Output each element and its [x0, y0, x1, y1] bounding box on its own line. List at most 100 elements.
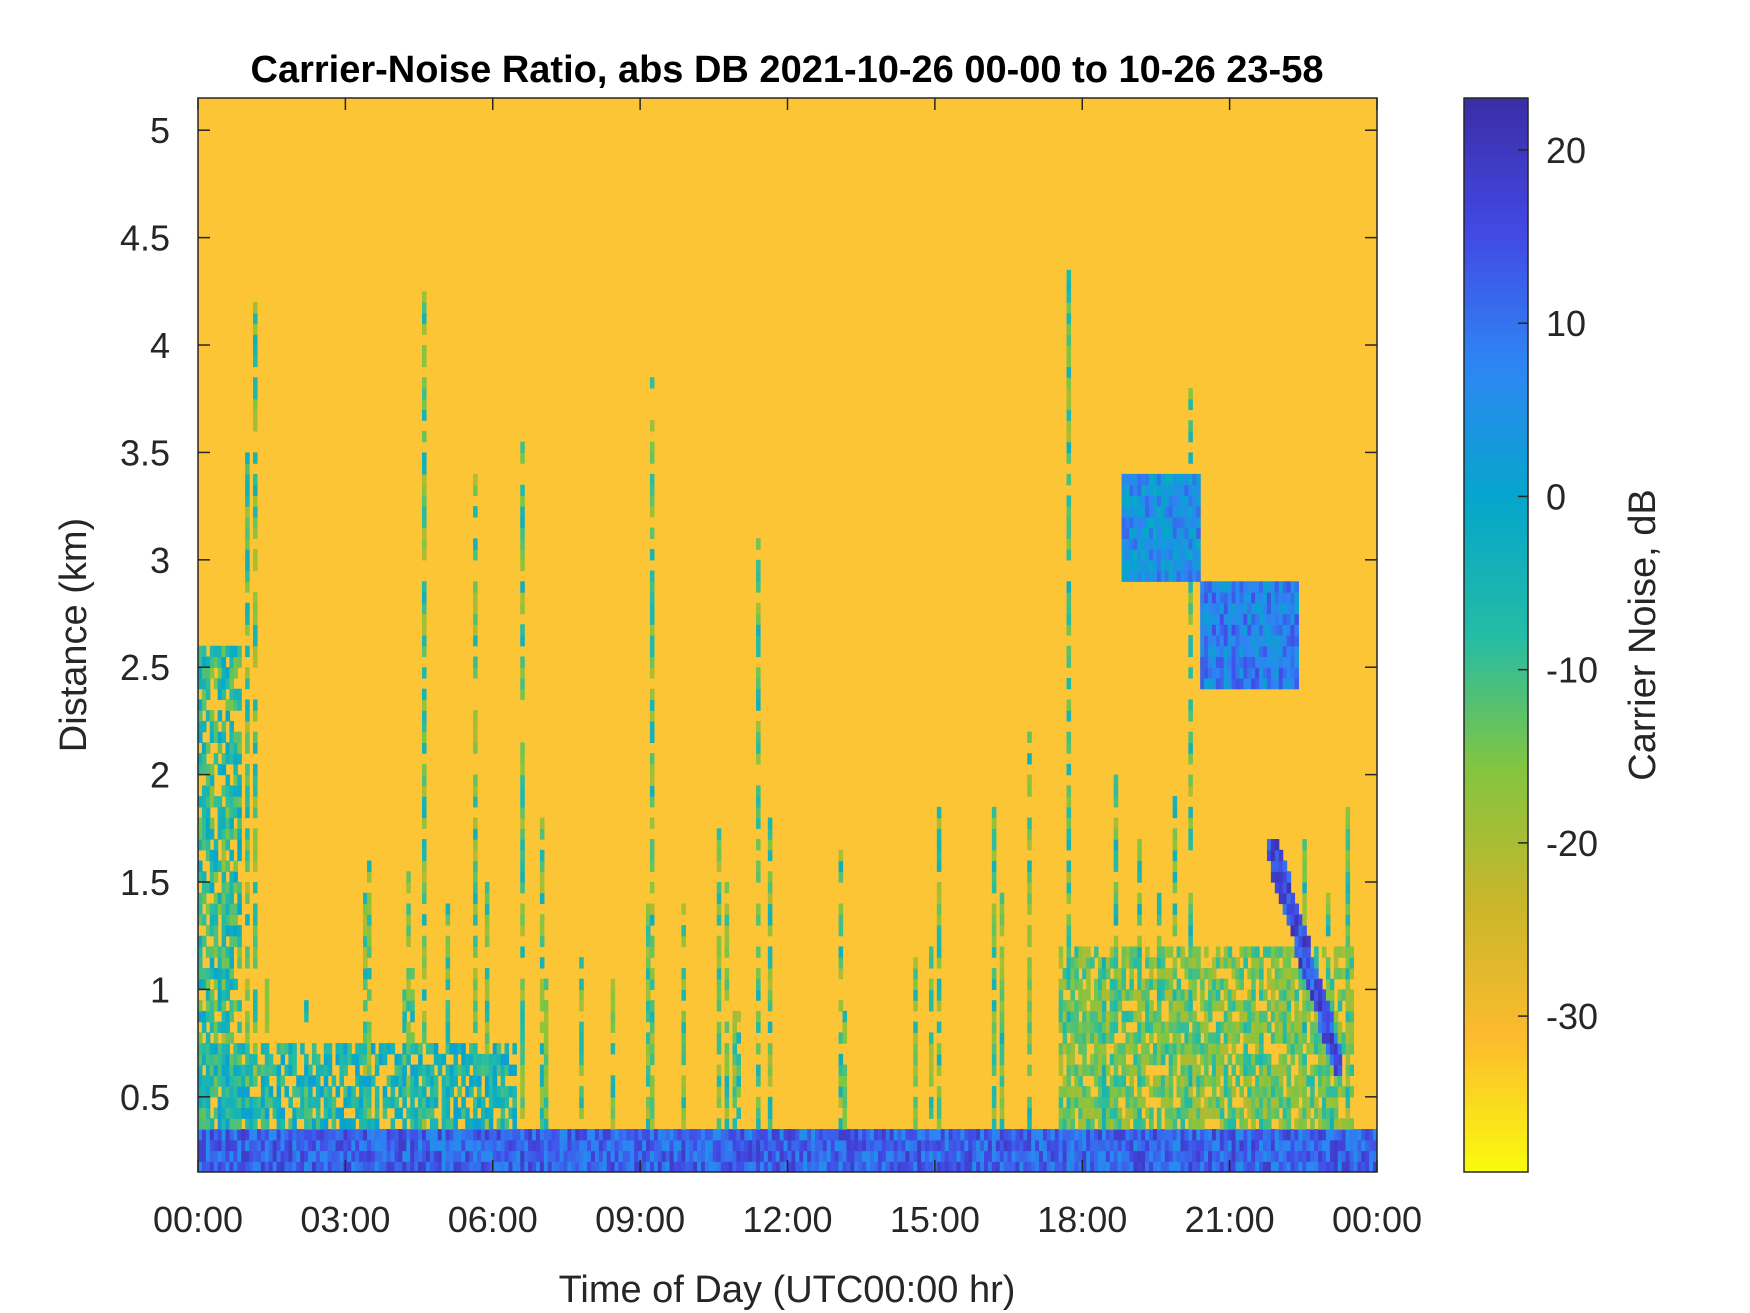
heatmap-cell	[213, 946, 219, 958]
heatmap-cell	[484, 1010, 490, 1023]
heatmap-cell	[1345, 914, 1351, 926]
heatmap-cell	[1302, 1129, 1307, 1141]
heatmap-cell	[1235, 656, 1241, 668]
heatmap-cell	[264, 1118, 270, 1130]
heatmap-cell	[1278, 677, 1284, 690]
heatmap-cell	[205, 903, 211, 915]
heatmap-cell	[1306, 978, 1311, 991]
heatmap-cell	[1172, 849, 1178, 862]
heatmap-cell	[1145, 484, 1150, 496]
heatmap-cell	[500, 1161, 506, 1172]
heatmap-cell	[1302, 957, 1307, 969]
heatmap-cell	[1333, 1150, 1339, 1162]
heatmap-cell	[1259, 967, 1264, 980]
heatmap-cell	[756, 602, 761, 615]
heatmap-cell	[311, 1053, 317, 1066]
heatmap-cell	[1266, 645, 1272, 658]
heatmap-cell	[610, 1139, 616, 1152]
heatmap-cell	[437, 1161, 443, 1172]
heatmap-cell	[198, 667, 203, 679]
heatmap-cell	[1243, 581, 1248, 593]
heatmap-cell	[1302, 1053, 1307, 1066]
heatmap-cell	[422, 581, 427, 593]
heatmap-cell	[1282, 624, 1288, 636]
heatmap-cell	[217, 742, 223, 754]
heatmap-cell	[1188, 452, 1193, 464]
heatmap-cell	[532, 1150, 537, 1162]
heatmap-cell	[622, 1139, 627, 1152]
heatmap-cell	[728, 1161, 734, 1172]
heatmap-cell	[484, 1064, 490, 1076]
heatmap-cell	[1337, 1150, 1343, 1162]
heatmap-cell	[229, 871, 234, 883]
heatmap-cell	[209, 1021, 215, 1033]
heatmap-cell	[1184, 549, 1189, 561]
heatmap-cell	[716, 946, 722, 958]
heatmap-cell	[198, 1107, 203, 1119]
heatmap-cell	[575, 1150, 580, 1162]
heatmap-cell	[398, 1053, 403, 1066]
heatmap-cell	[1121, 570, 1127, 582]
heatmap-cell	[1066, 1139, 1072, 1152]
heatmap-cell	[1274, 1075, 1280, 1087]
heatmap-cell	[504, 1161, 510, 1172]
heatmap-cell	[999, 914, 1005, 926]
colorbar-tick-label: -10	[1546, 650, 1598, 691]
heatmap-cell	[1188, 516, 1193, 529]
heatmap-cell	[756, 967, 761, 980]
heatmap-cell	[315, 1118, 321, 1130]
heatmap-cell	[1149, 1118, 1154, 1130]
heatmap-cell	[1121, 1161, 1127, 1172]
heatmap-cell	[229, 667, 234, 679]
heatmap-cell	[649, 731, 655, 743]
heatmap-cell	[1101, 1010, 1107, 1023]
heatmap-cell	[422, 1010, 427, 1023]
heatmap-cell	[201, 967, 207, 980]
heatmap-cell	[634, 1150, 639, 1162]
heatmap-cell	[520, 871, 525, 883]
heatmap-cell	[422, 409, 427, 421]
heatmap-cell	[1223, 989, 1229, 1001]
heatmap-cell	[390, 1129, 396, 1141]
heatmap-cell	[198, 903, 203, 915]
heatmap-cell	[229, 1064, 234, 1076]
heatmap-cell	[1333, 1064, 1339, 1076]
heatmap-cell	[630, 1139, 635, 1152]
heatmap-cell	[288, 1150, 293, 1162]
heatmap-cell	[649, 527, 655, 539]
heatmap-cell	[433, 1129, 439, 1141]
heatmap-cell	[1223, 1075, 1229, 1087]
heatmap-cell	[1094, 1032, 1099, 1044]
heatmap-cell	[1333, 1161, 1339, 1172]
heatmap-cell	[984, 1161, 989, 1172]
heatmap-cell	[1058, 1010, 1064, 1023]
heatmap-cell	[1231, 989, 1237, 1001]
heatmap-cell	[260, 1150, 266, 1162]
heatmap-cell	[708, 1161, 714, 1172]
heatmap-cell	[205, 1096, 211, 1109]
heatmap-cell	[1113, 1107, 1119, 1119]
heatmap-cell	[205, 688, 211, 701]
heatmap-cell	[520, 484, 525, 496]
heatmap-cell	[539, 924, 545, 937]
heatmap-cell	[1306, 1096, 1311, 1109]
heatmap-cell	[217, 1118, 223, 1130]
heatmap-cell	[1192, 1032, 1197, 1044]
heatmap-cell	[995, 1129, 1001, 1141]
heatmap-cell	[850, 1161, 855, 1172]
heatmap-cell	[1243, 946, 1248, 958]
heatmap-cell	[1066, 581, 1072, 593]
heatmap-cell	[1160, 1043, 1166, 1055]
heatmap-cell	[736, 1129, 741, 1141]
heatmap-cell	[1152, 473, 1158, 486]
heatmap-cell	[693, 1129, 698, 1141]
heatmap-cell	[304, 1107, 309, 1119]
heatmap-cell	[422, 645, 427, 658]
heatmap-cell	[233, 1053, 238, 1066]
heatmap-cell	[319, 1129, 325, 1141]
heatmap-cell	[1125, 473, 1131, 486]
heatmap-cell	[870, 1150, 875, 1162]
heatmap-cell	[225, 1150, 231, 1162]
heatmap-cell	[520, 581, 525, 593]
heatmap-cell	[323, 1118, 329, 1130]
